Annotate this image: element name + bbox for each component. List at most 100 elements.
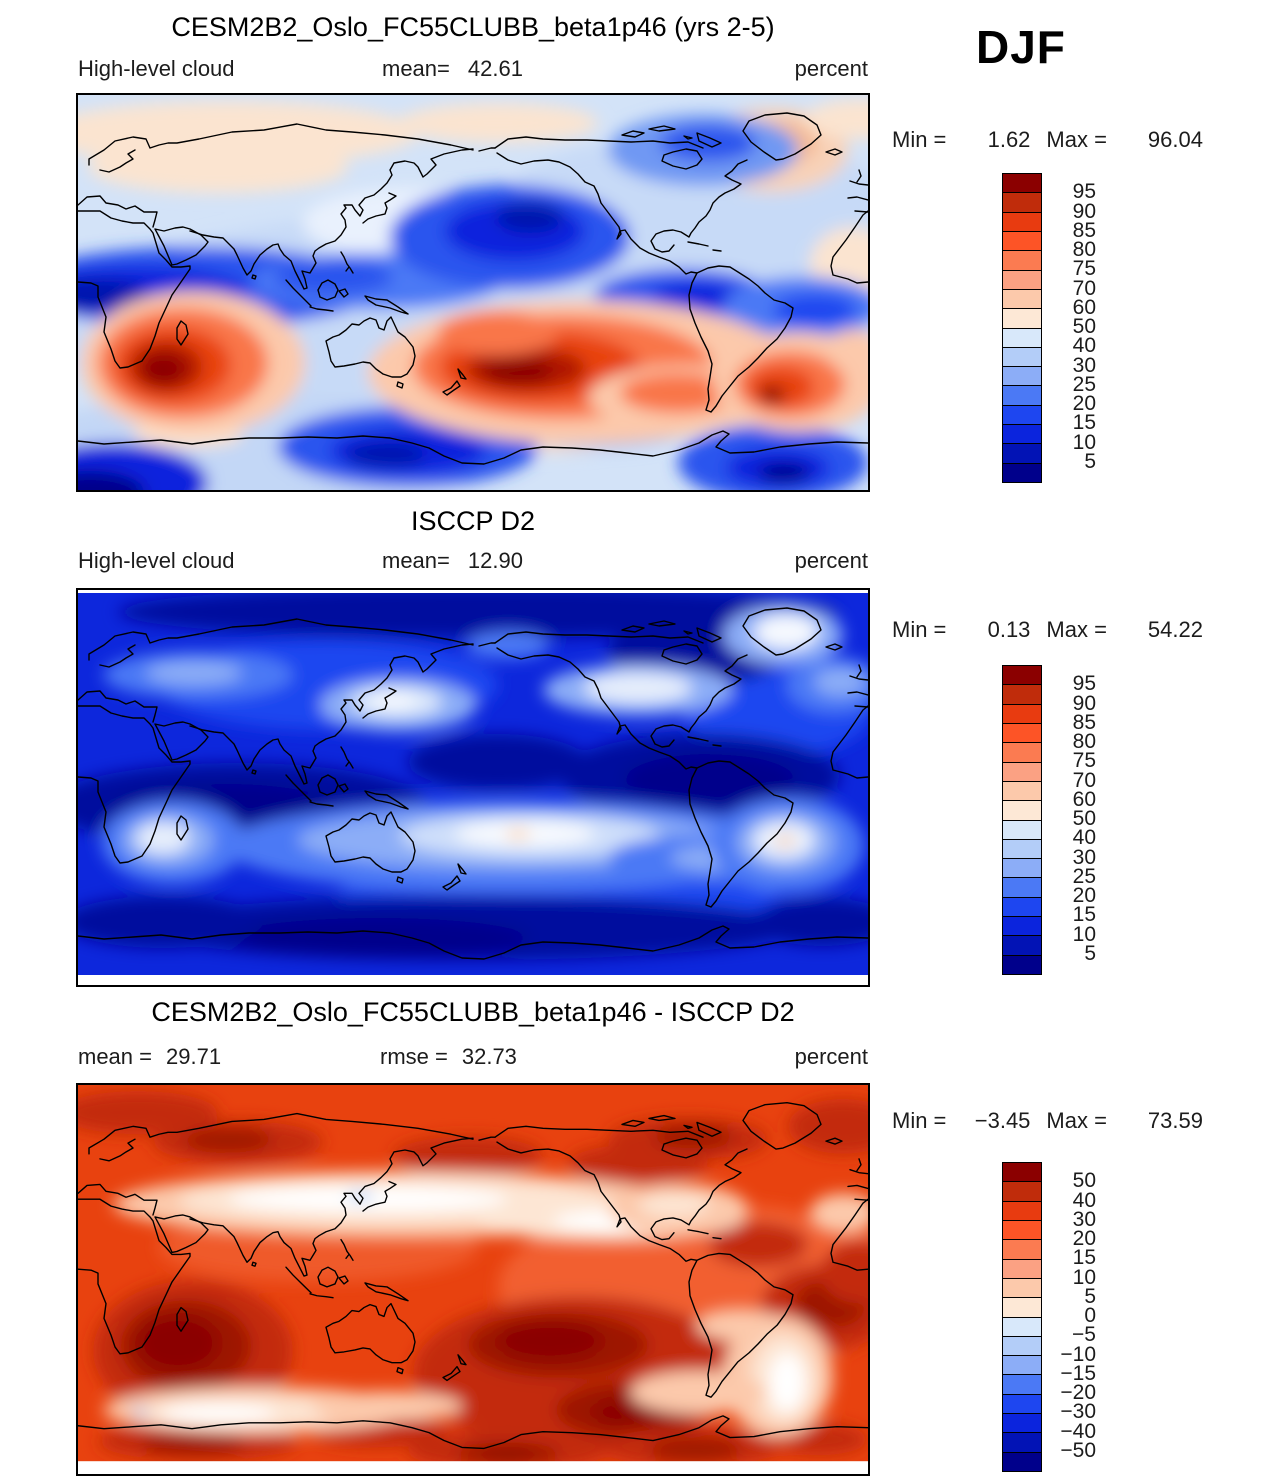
colorbar-cell (1003, 327, 1041, 347)
colorbar-tick-label: 40 (1072, 334, 1096, 358)
colorbar-cell (1003, 666, 1041, 685)
colorbar-tick-label: 25 (1072, 372, 1096, 396)
min-label: Min = (892, 1108, 947, 1133)
colorbar-cell (1003, 896, 1041, 917)
panel2-stats-row: High-level cloud mean= 12.90 percent (78, 548, 868, 576)
colorbar-cell (1003, 916, 1041, 936)
mean-label: mean= (382, 548, 450, 573)
colorbar-cell (1003, 211, 1041, 231)
colorbar-cell (1003, 385, 1041, 405)
colorbar-cell (1003, 1355, 1041, 1375)
mean-value: 12.90 (467, 548, 523, 573)
colorbar-cell (1003, 250, 1041, 270)
panel1-minmax: Min = 1.62 Max = 96.04 (892, 127, 1203, 153)
colorbar-tick-label: 40 (1072, 826, 1096, 850)
colorbar-cell (1003, 1163, 1041, 1182)
mean-label: mean = (78, 1044, 152, 1069)
panel2-field-label: High-level cloud (78, 548, 235, 573)
panel3-rmse: rmse = 32.73 (380, 1044, 517, 1070)
colorbar-cell (1003, 404, 1041, 425)
season-label: DJF (976, 21, 1066, 73)
colorbar-cell (1003, 858, 1041, 878)
colorbar-tick-label: 70 (1072, 276, 1096, 300)
max-label: Max = (1046, 1108, 1107, 1133)
colorbar-tick-label: 80 (1072, 730, 1096, 753)
mean-value: 29.71 (166, 1044, 222, 1069)
colorbar-cell (1003, 308, 1041, 328)
colorbar-cell (1003, 1432, 1041, 1452)
colorbar-tick-label: 85 (1072, 218, 1096, 242)
colorbar-tick-label: 60 (1072, 295, 1096, 319)
panel3-minmax: Min = −3.45 Max = 73.59 (892, 1108, 1203, 1134)
colorbar-cell (1003, 742, 1041, 762)
colorbar-tick-label: −50 (1060, 1438, 1096, 1462)
panel1-field-label: High-level cloud (78, 56, 235, 81)
colorbar-tick-label: 15 (1072, 411, 1096, 435)
panel3-map (76, 1083, 870, 1476)
colorbar-strip (1002, 173, 1042, 483)
colorbar-cell (1003, 1239, 1041, 1259)
min-label: Min = (892, 617, 947, 642)
colorbar-cell (1003, 684, 1041, 704)
difference-contour-map (78, 1085, 868, 1474)
panel3-title: CESM2B2_Oslo_FC55CLUBB_beta1p46 - ISCCP … (151, 997, 795, 1027)
mean-label: mean= (382, 56, 450, 81)
colorbar-cell (1003, 800, 1041, 820)
panel2-minmax: Min = 0.13 Max = 54.22 (892, 617, 1203, 643)
panel3-units: percent (794, 1044, 868, 1069)
colorbar-tick-label: 90 (1072, 691, 1096, 715)
colorbar-cell (1003, 780, 1041, 801)
colorbar-tick-label: 40 (1072, 1188, 1096, 1212)
colorbar-cell (1003, 424, 1041, 444)
colorbar-cell (1003, 819, 1041, 839)
mean-value: 42.61 (467, 56, 523, 81)
panel1-title: CESM2B2_Oslo_FC55CLUBB_beta1p46 (yrs 2-5… (171, 12, 775, 42)
colorbar-cell (1003, 1258, 1041, 1278)
panel1-stats-row: High-level cloud mean= 42.61 percent (78, 56, 868, 84)
colorbar-cell (1003, 366, 1041, 386)
colorbar-tick-label: 10 (1072, 1265, 1096, 1289)
colorbar-cell (1003, 346, 1041, 367)
colorbar-tick-label: 80 (1072, 238, 1096, 261)
min-value: 1.62 (987, 127, 1031, 152)
colorbar-tick-label: 0 (1084, 1304, 1096, 1327)
colorbar-cell (1003, 1277, 1041, 1298)
panel1-mean: mean= 42.61 (382, 56, 523, 82)
colorbar-tick-label: 20 (1072, 1227, 1096, 1250)
colorbar-cell (1003, 838, 1041, 859)
panel2-units: percent (794, 548, 868, 573)
colorbar-cell (1003, 703, 1041, 723)
colorbar-cell (1003, 1413, 1041, 1433)
colorbar-cell (1003, 1374, 1041, 1394)
colorbar-tick-label: −5 (1072, 1323, 1096, 1347)
colorbar-tick-label: 50 (1072, 807, 1096, 830)
obs-contour-map (78, 590, 868, 985)
colorbar-cell (1003, 1316, 1041, 1336)
colorbar-cell (1003, 935, 1041, 955)
panel2-map (76, 588, 870, 987)
max-value: 54.22 (1147, 617, 1203, 642)
colorbar-tick-label: −30 (1060, 1400, 1096, 1424)
colorbar-tick-label: 25 (1072, 864, 1096, 888)
colorbar-cell (1003, 443, 1041, 463)
colorbar-tick-label: −10 (1060, 1342, 1096, 1366)
colorbar-cell (1003, 877, 1041, 897)
min-value: 0.13 (987, 617, 1031, 642)
rmse-label: rmse = (380, 1044, 448, 1069)
colorbar-tick-label: −20 (1060, 1381, 1096, 1404)
colorbar-tick-label: 15 (1072, 903, 1096, 927)
panel2-mean: mean= 12.90 (382, 548, 523, 574)
colorbar-cell (1003, 1297, 1041, 1317)
colorbar-cell (1003, 269, 1041, 289)
colorbar-tick-label: 85 (1072, 710, 1096, 734)
colorbar-tick-label: 50 (1072, 315, 1096, 338)
model-contour-map (78, 95, 868, 490)
colorbar-tick-label: 15 (1072, 1246, 1096, 1270)
panel1-colorbar: 95 90 85 80 75 70 60 50 40 30 25 20 15 10 5 (1002, 173, 1102, 483)
max-label: Max = (1046, 617, 1107, 642)
colorbar-cell (1003, 1200, 1041, 1220)
colorbar-tick-label: 30 (1072, 353, 1096, 377)
colorbar-tick-label: 10 (1072, 430, 1096, 454)
colorbar-tick-label: 75 (1072, 257, 1096, 281)
min-label: Min = (892, 127, 947, 152)
